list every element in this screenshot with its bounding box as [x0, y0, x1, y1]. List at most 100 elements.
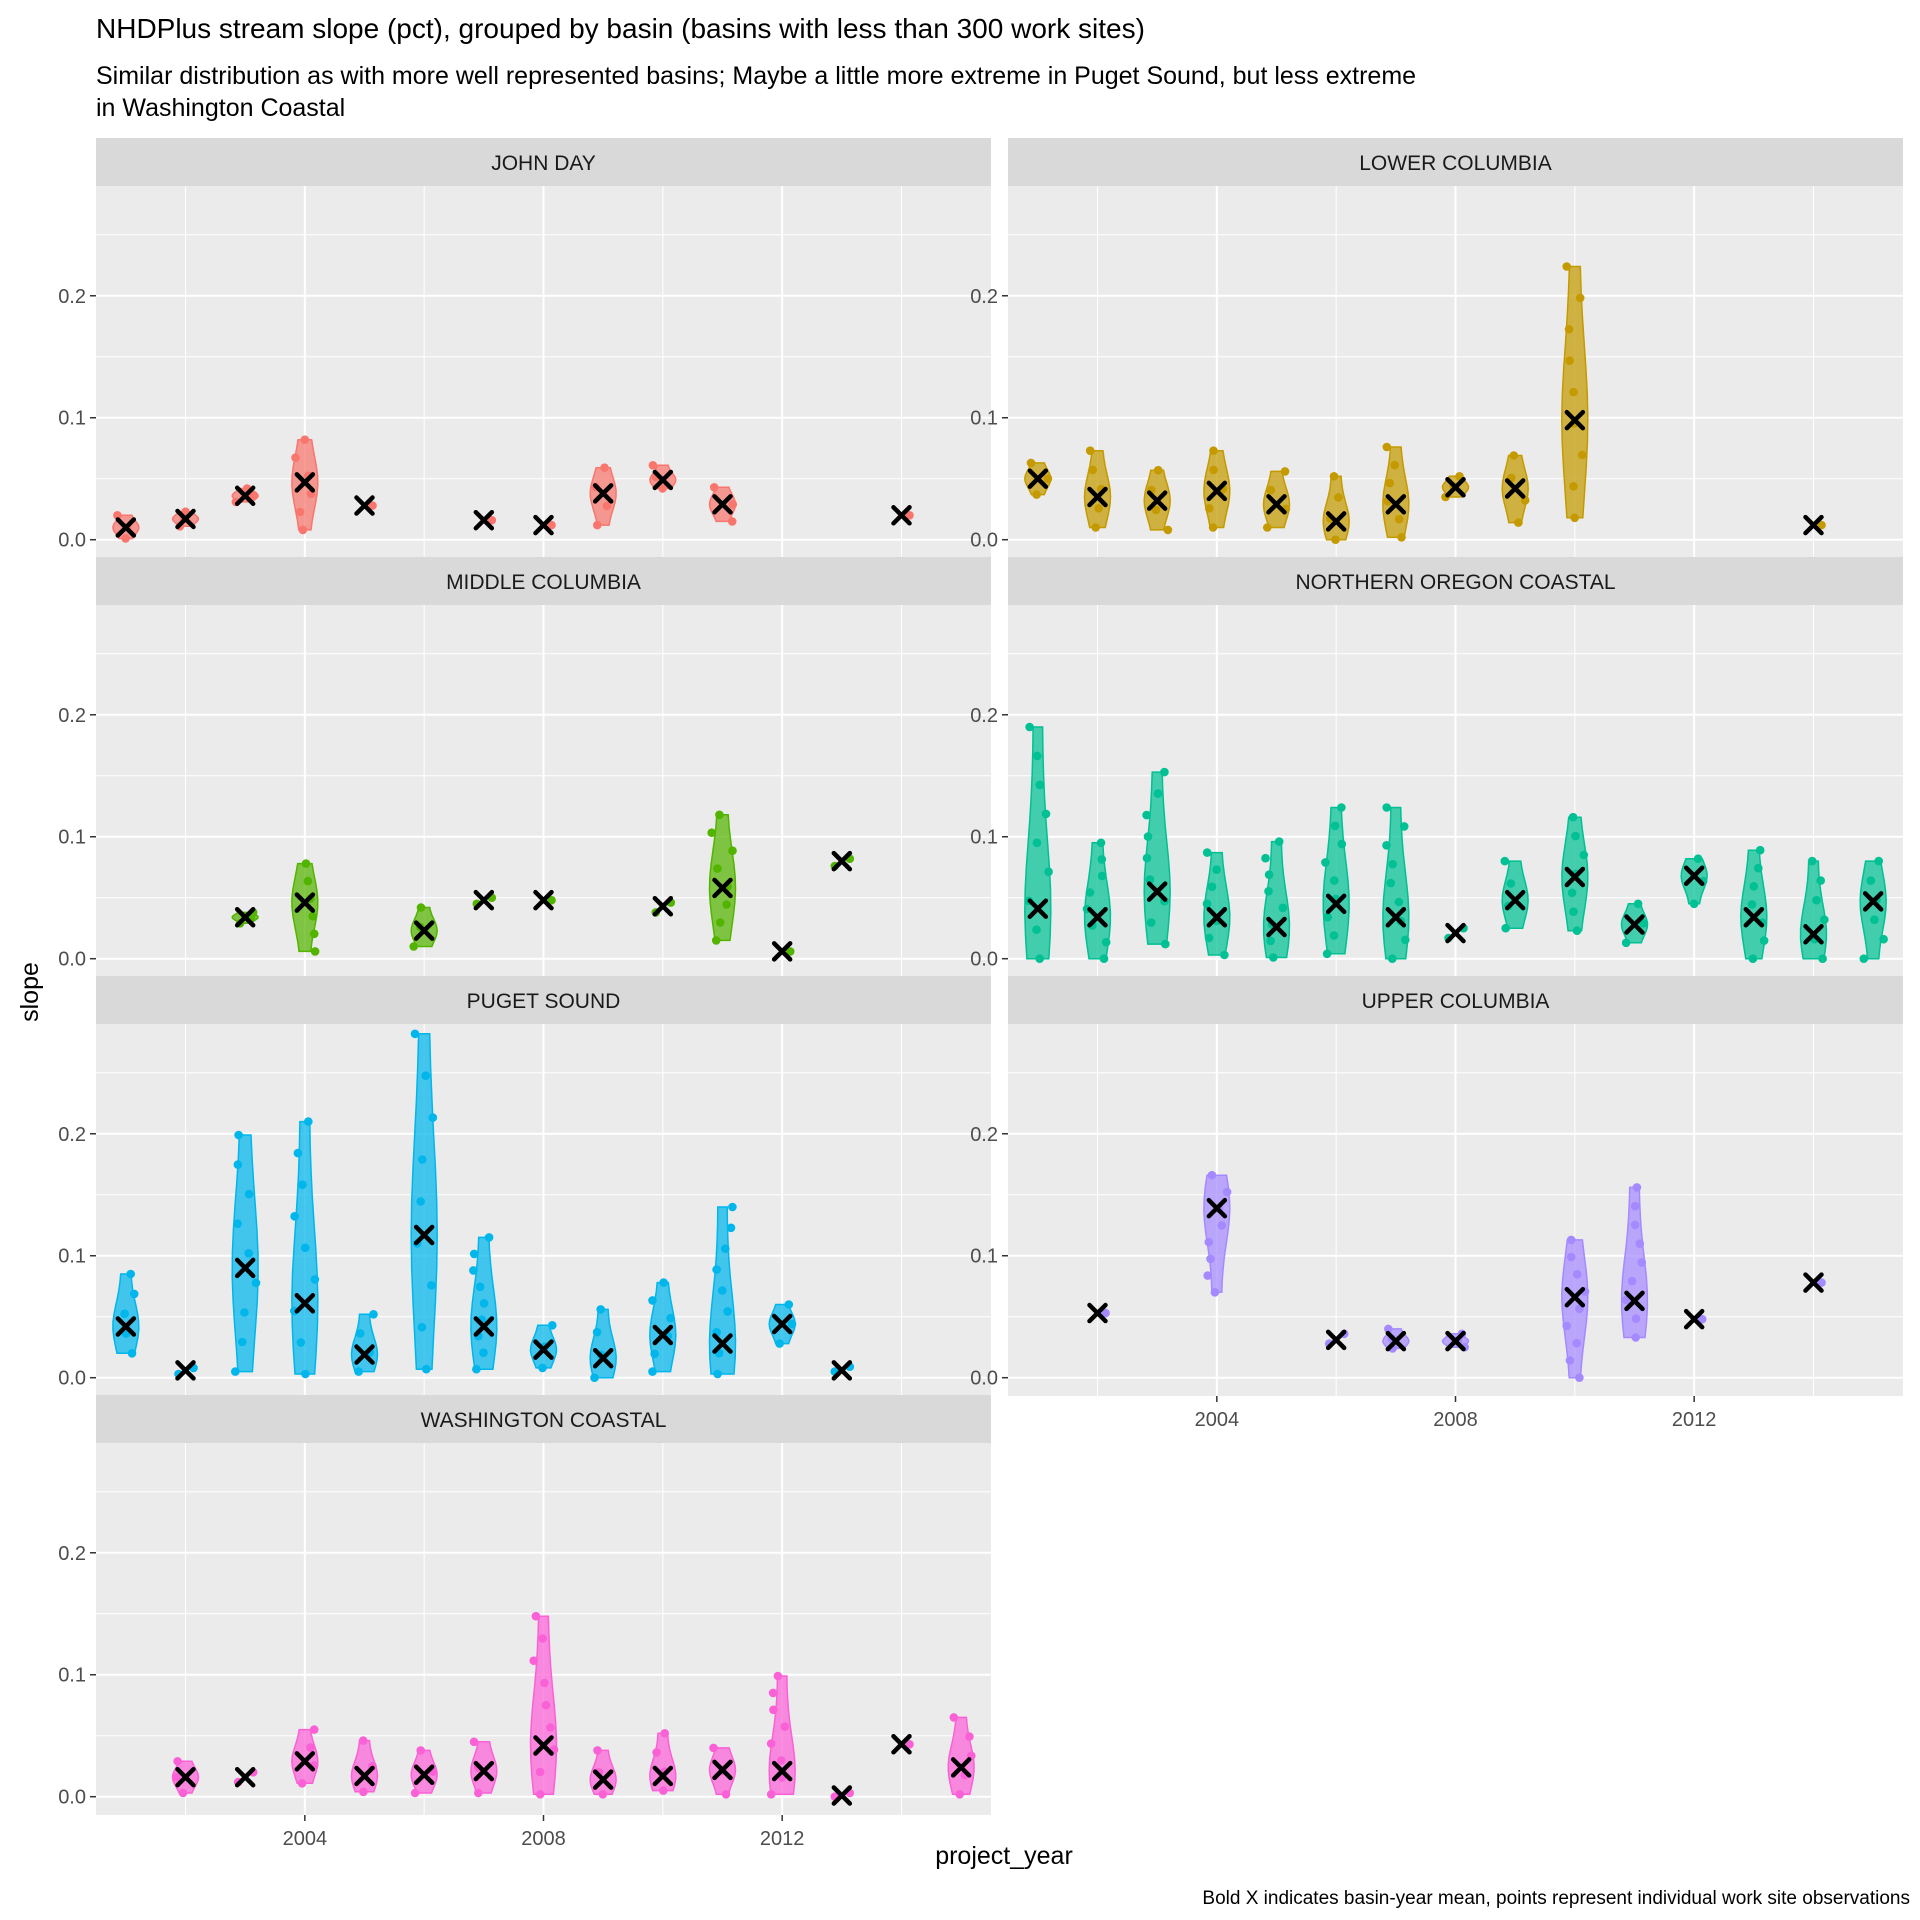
point-2011 [728, 846, 737, 855]
point-2011 [709, 1743, 718, 1753]
point-2011 [1621, 938, 1631, 948]
mean-marker-2004 [1206, 906, 1228, 928]
point-2014 [905, 1740, 914, 1749]
mean-marker-2004 [294, 1293, 316, 1314]
point-2010 [648, 461, 658, 470]
point-2010 [1572, 1270, 1582, 1279]
x-tick-label: 2008 [1433, 1409, 1478, 1431]
point-2009 [600, 463, 609, 473]
y-tick-label: 0.0 [58, 530, 86, 552]
point-2011 [718, 1286, 727, 1295]
point-2001 [1026, 458, 1036, 468]
point-2008 [546, 1723, 555, 1732]
violin-2015 [1859, 860, 1887, 960]
point-2008 [547, 895, 556, 905]
point-2010 [652, 1748, 661, 1757]
point-2001 [1032, 838, 1042, 848]
point-2009 [1509, 451, 1519, 460]
point-2005 [354, 1367, 363, 1376]
mean-marker-2005 [1266, 916, 1287, 938]
point-2010 [1569, 482, 1578, 491]
point-2005 [1280, 467, 1290, 476]
mean-marker-2004 [294, 892, 316, 913]
point-2006 [416, 903, 426, 912]
point-2001 [127, 1349, 137, 1358]
point-2003 [233, 1219, 242, 1228]
mean-marker-2014 [1803, 1272, 1824, 1293]
mean-marker-2007 [1385, 1330, 1407, 1352]
mean-marker-2003 [234, 1766, 256, 1788]
point-2010 [1570, 513, 1579, 523]
point-2014 [1812, 895, 1821, 905]
point-2004 [1203, 1271, 1212, 1280]
point-2009 [1514, 518, 1523, 527]
mean-marker-2010 [1564, 409, 1586, 431]
point-2015 [955, 1790, 964, 1799]
point-2001 [1035, 954, 1044, 963]
point-2010 [1569, 387, 1578, 397]
point-2007 [475, 1282, 485, 1292]
mean-marker-2013 [831, 1360, 853, 1381]
point-2001 [1032, 925, 1041, 934]
point-2011 [707, 828, 716, 837]
point-2005 [368, 501, 377, 510]
point-2012 [787, 1319, 797, 1329]
point-2014 [1820, 915, 1829, 924]
mean-marker-2005 [354, 495, 375, 516]
point-2012 [1697, 1314, 1707, 1324]
point-2010 [659, 1786, 668, 1795]
point-2008 [538, 1363, 547, 1373]
point-2003 [244, 1249, 253, 1258]
point-2001 [126, 1269, 135, 1279]
mean-marker-2012 [1683, 865, 1705, 887]
point-2003 [251, 1278, 261, 1288]
point-2004 [1206, 1254, 1215, 1264]
x-tick-label: 2008 [521, 1828, 566, 1850]
point-2004 [298, 1180, 307, 1189]
mean-marker-2012 [1683, 1308, 1705, 1330]
point-2005 [358, 1736, 368, 1745]
point-2011 [726, 1223, 736, 1233]
point-2007 [1394, 897, 1404, 907]
point-2007 [1382, 442, 1392, 452]
violin-2004 [291, 862, 319, 953]
point-2011 [1631, 1333, 1640, 1342]
mean-marker-2001 [115, 1316, 137, 1337]
mean-marker-2012 [771, 941, 793, 962]
mean-marker-2002 [1087, 486, 1108, 508]
mean-marker-2007 [1385, 494, 1407, 515]
point-2001 [1044, 867, 1053, 877]
point-2011 [721, 1244, 730, 1253]
point-2013 [1747, 900, 1757, 909]
facet-strip-label: PUGET SOUND [467, 990, 621, 1013]
y-tick-label: 0.2 [58, 1124, 86, 1146]
mean-marker-2010 [1564, 1286, 1586, 1308]
mean-marker-2010 [652, 1765, 674, 1787]
mean-marker-2005 [1266, 494, 1287, 515]
chart-caption: Bold X indicates basin-year mean, points… [1202, 1888, 1910, 1909]
mean-marker-2013 [1743, 906, 1765, 928]
point-2008 [535, 1790, 545, 1799]
point-2004 [301, 859, 311, 868]
x-tick-label: 2012 [1672, 1409, 1717, 1431]
mean-marker-2006 [413, 920, 435, 941]
point-2001 [1035, 780, 1045, 790]
point-2005 [1264, 887, 1273, 896]
point-2004 [293, 1148, 303, 1158]
point-2007 [472, 1364, 481, 1374]
x-tick-label: 2004 [1195, 1409, 1240, 1431]
point-2005 [355, 1329, 365, 1338]
y-tick-label: 0.1 [970, 408, 998, 430]
panel-upper-columbia: UPPER COLUMBIA 0.0 0.1 0.2 2004 2008 2012 [970, 976, 1903, 1431]
facet-strip [96, 976, 991, 1024]
point-2004 [301, 1369, 310, 1379]
point-2011 [728, 500, 738, 509]
point-2009 [1506, 879, 1516, 888]
point-2003 [1161, 939, 1170, 949]
mean-marker-2008 [1445, 1330, 1466, 1352]
mean-marker-2009 [592, 483, 614, 504]
mean-marker-2005 [354, 1344, 375, 1365]
y-tick-label: 0.2 [58, 705, 86, 727]
chart-subtitle-line-2: in Washington Coastal [96, 94, 345, 122]
y-tick-label: 0.2 [970, 286, 998, 308]
